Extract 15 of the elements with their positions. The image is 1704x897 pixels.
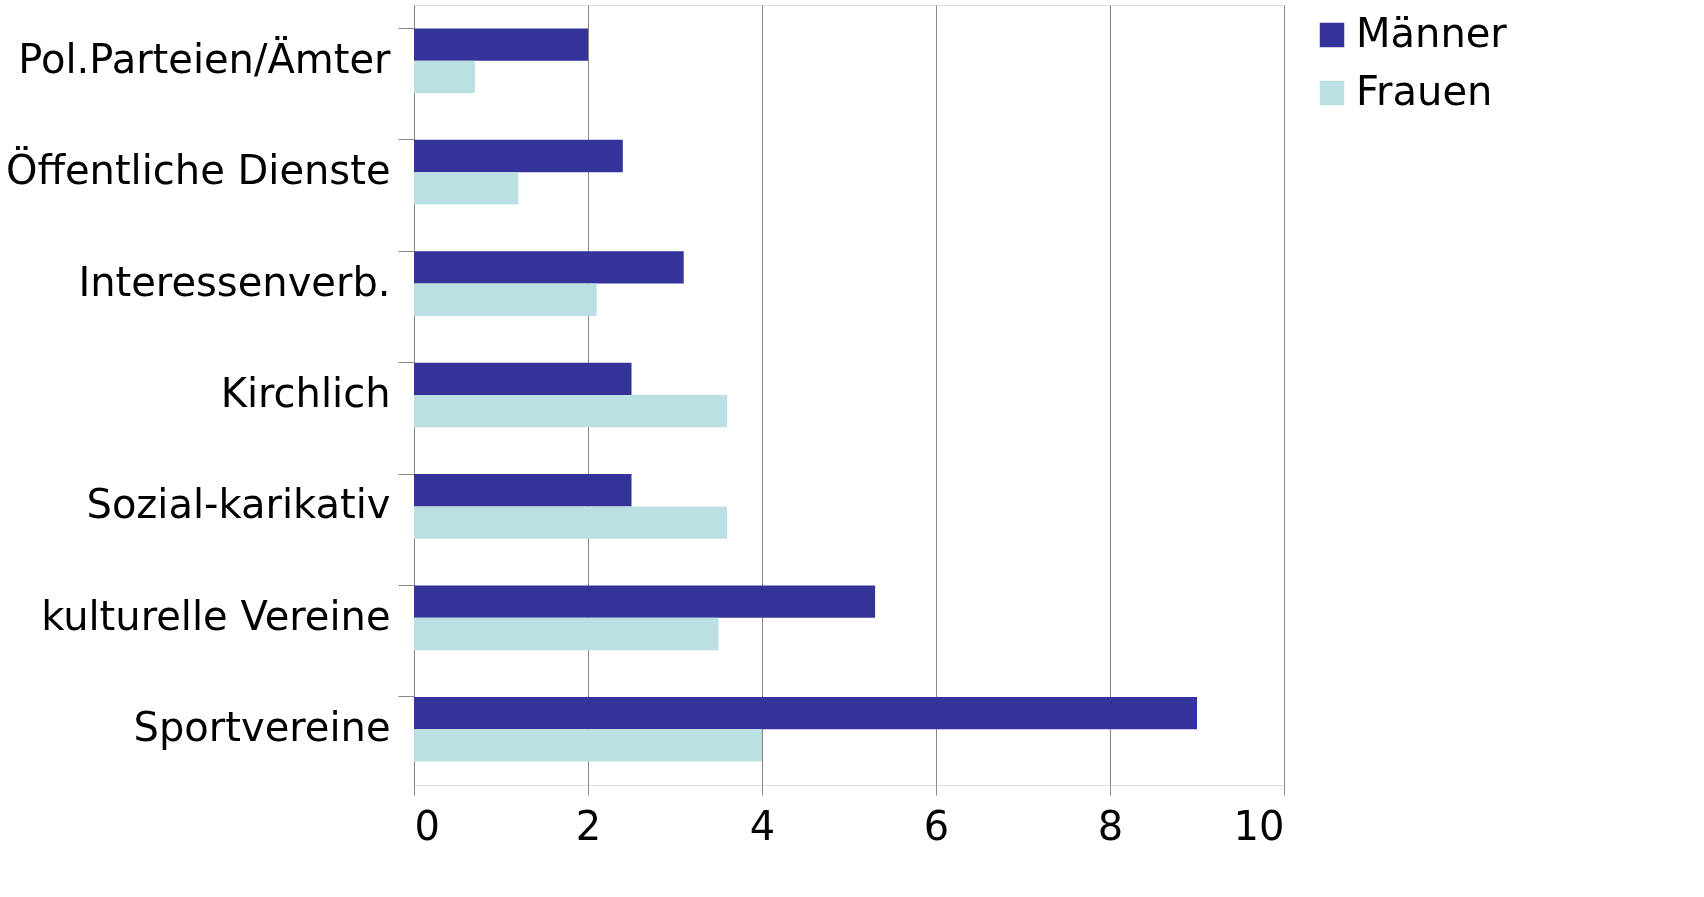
legend-label: Frauen xyxy=(1356,68,1493,114)
x-tick-label: 10 xyxy=(1233,802,1285,849)
y-tick-label: Sportvereine xyxy=(133,704,391,751)
x-tick-label: 2 xyxy=(575,802,602,849)
x-tick-label: 6 xyxy=(923,802,950,849)
legend-label: Männer xyxy=(1356,10,1508,56)
y-tick-label: Pol.Parteien/Ämter xyxy=(18,34,392,82)
x-tick-label: 8 xyxy=(1097,802,1124,849)
y-tick-label: Interessenverb. xyxy=(78,258,391,305)
y-tick-label: Öffentliche Dienste xyxy=(5,146,391,194)
x-tick-label: 0 xyxy=(414,802,440,849)
y-tick-label: kulturelle Vereine xyxy=(41,592,391,639)
x-tick-label: 4 xyxy=(749,802,776,849)
y-tick-label: Sozial-karikativ xyxy=(86,481,391,528)
y-tick-label: Kirchlich xyxy=(220,370,391,416)
